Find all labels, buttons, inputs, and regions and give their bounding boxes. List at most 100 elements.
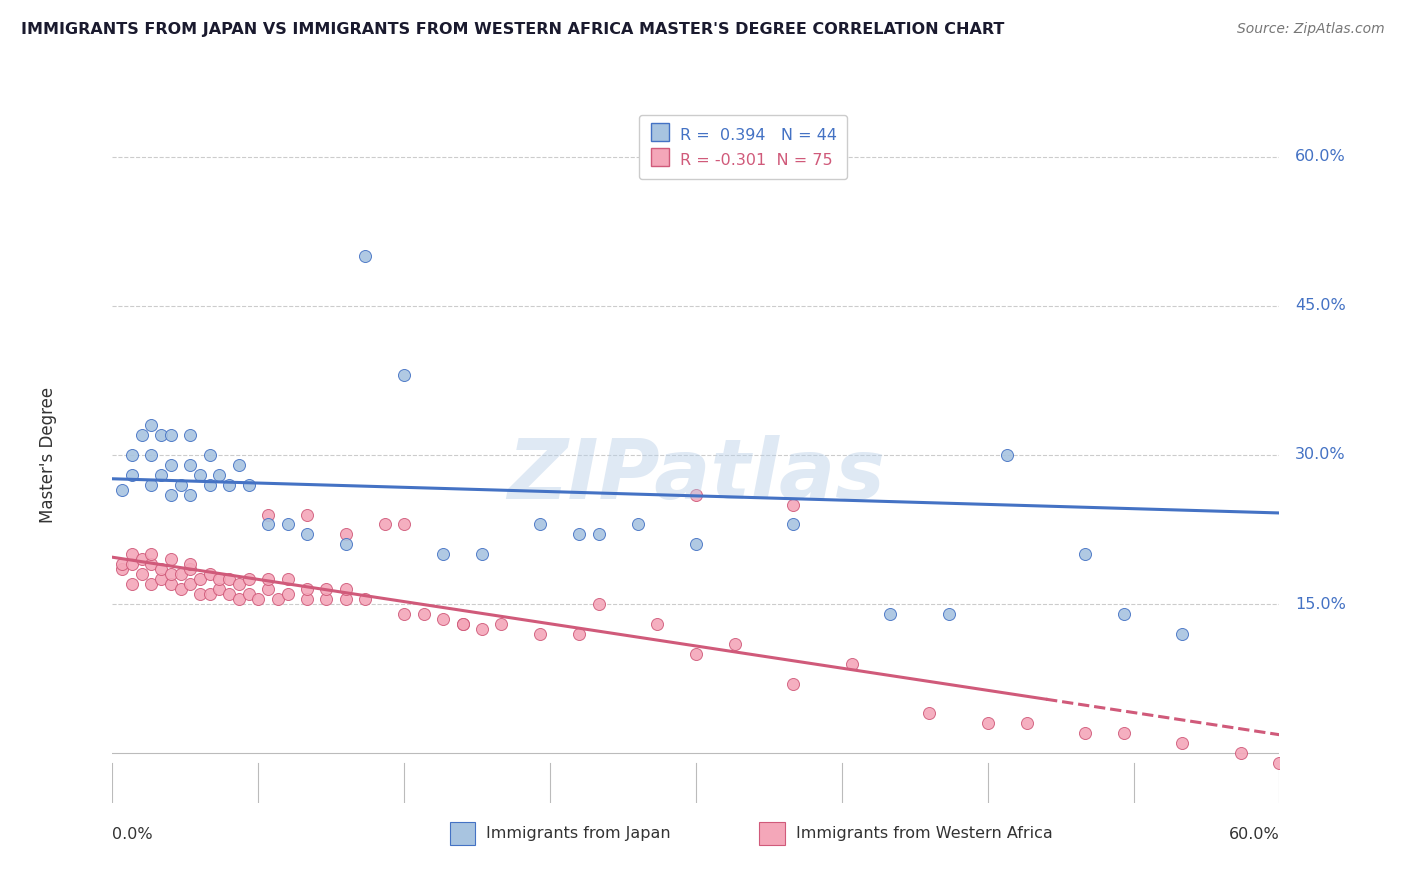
Point (218, 477, 240, 491)
Point (150, 562, 173, 576)
Point (198, 587, 221, 601)
Point (257, 508, 280, 522)
Point (1268, 756, 1291, 770)
Point (392, 607, 416, 621)
Point (918, 706, 941, 721)
Point (782, 517, 804, 532)
Point (335, 592, 357, 607)
Point (131, 567, 153, 582)
Point (627, 517, 650, 532)
Point (179, 558, 201, 572)
Text: 60.0%: 60.0% (1295, 149, 1346, 164)
Point (645, 616, 668, 631)
Point (1112, 726, 1135, 740)
Point (131, 552, 153, 566)
Point (179, 577, 201, 591)
Text: 15.0%: 15.0% (1295, 597, 1346, 612)
Point (471, 547, 494, 561)
Point (1171, 736, 1194, 750)
Point (141, 477, 163, 491)
Point (198, 567, 221, 582)
Point (995, 448, 1018, 462)
Point (1015, 716, 1038, 731)
Point (315, 582, 337, 596)
Point (208, 582, 231, 596)
Point (238, 572, 260, 586)
Point (568, 527, 591, 541)
Point (141, 558, 163, 572)
Point (218, 572, 240, 586)
Point (121, 448, 143, 462)
Point (354, 592, 377, 607)
Point (238, 587, 260, 601)
Point (228, 577, 250, 591)
Point (938, 607, 960, 621)
Point (295, 592, 318, 607)
Point (111, 562, 134, 576)
Point (111, 483, 134, 497)
Point (179, 428, 201, 442)
Point (295, 527, 318, 541)
Point (150, 428, 173, 442)
Point (141, 577, 163, 591)
Point (354, 249, 377, 263)
Point (188, 467, 211, 482)
Point (228, 592, 250, 607)
Point (335, 582, 357, 596)
Point (491, 616, 513, 631)
Point (588, 597, 610, 611)
Point (160, 428, 183, 442)
Point (257, 582, 280, 596)
Point (685, 488, 707, 502)
Point (121, 558, 143, 572)
Point (228, 458, 250, 472)
Point (160, 567, 183, 582)
Legend: R =  0.394   N = 44, R = -0.301  N = 75: R = 0.394 N = 44, R = -0.301 N = 75 (638, 115, 846, 178)
Point (141, 448, 163, 462)
Point (276, 517, 298, 532)
Point (841, 657, 863, 671)
Point (1171, 627, 1194, 641)
Text: ZIPatlas: ZIPatlas (508, 435, 884, 516)
Point (218, 587, 240, 601)
Point (160, 488, 183, 502)
Point (188, 572, 211, 586)
Point (121, 577, 143, 591)
Text: 30.0%: 30.0% (1295, 448, 1346, 462)
Point (160, 577, 183, 591)
Text: Immigrants from Western Africa: Immigrants from Western Africa (796, 826, 1053, 841)
Point (315, 592, 337, 607)
Point (374, 517, 396, 532)
Point (247, 592, 270, 607)
Point (276, 572, 298, 586)
Text: Source: ZipAtlas.com: Source: ZipAtlas.com (1237, 22, 1385, 37)
Point (1074, 726, 1097, 740)
Point (111, 558, 134, 572)
Point (188, 587, 211, 601)
Text: IMMIGRANTS FROM JAPAN VS IMMIGRANTS FROM WESTERN AFRICA MASTER'S DEGREE CORRELAT: IMMIGRANTS FROM JAPAN VS IMMIGRANTS FROM… (21, 22, 1004, 37)
Point (588, 527, 610, 541)
Point (141, 547, 163, 561)
Point (208, 467, 231, 482)
Point (685, 647, 707, 661)
Point (198, 448, 221, 462)
Point (179, 458, 201, 472)
Point (179, 488, 201, 502)
Point (238, 477, 260, 491)
Point (179, 562, 201, 576)
Point (1074, 547, 1097, 561)
Point (257, 517, 280, 532)
Point (198, 477, 221, 491)
Text: 0.0%: 0.0% (112, 827, 153, 841)
Text: Immigrants from Japan: Immigrants from Japan (486, 826, 671, 841)
Point (782, 498, 804, 512)
Point (1112, 607, 1135, 621)
Point (335, 537, 357, 551)
Text: 60.0%: 60.0% (1229, 827, 1279, 841)
Point (169, 477, 191, 491)
Point (432, 612, 454, 626)
Point (150, 467, 173, 482)
Point (208, 572, 231, 586)
Point (451, 616, 474, 631)
Text: Master's Degree: Master's Degree (39, 387, 58, 523)
